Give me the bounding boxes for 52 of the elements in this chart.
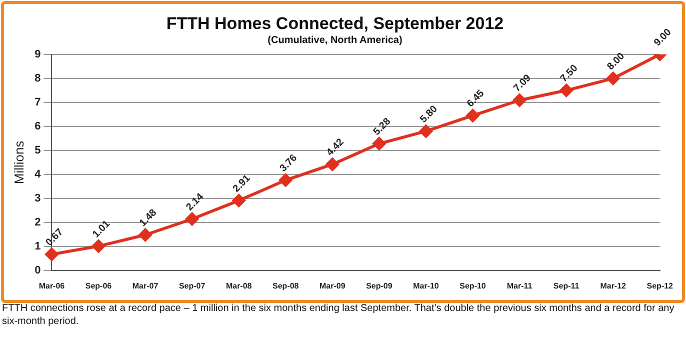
y-tick-label: 8 — [34, 72, 41, 84]
point — [326, 158, 339, 171]
x-tick-label: Mar-11 — [506, 281, 533, 290]
x-tick-label: Sep-06 — [85, 281, 112, 290]
data-label: 2.91 — [231, 172, 253, 195]
x-tick-label: Sep-11 — [553, 281, 580, 290]
y-tick-label: 9 — [34, 48, 41, 60]
point — [466, 109, 480, 122]
y-tick-label: 6 — [34, 120, 41, 132]
text: FTTH connections rose at a record pace – 1 million in the six months ending last September. That’s double the previous six months and a record for any six-month period. — [2, 302, 676, 328]
y-tick-label: 4 — [34, 168, 42, 180]
point — [92, 240, 105, 253]
data-label: 4.42 — [324, 136, 347, 158]
y-tick-label: 1 — [34, 240, 41, 252]
y-tick-label: 0 — [34, 264, 41, 276]
point — [560, 84, 573, 97]
data-label: 3.76 — [278, 152, 300, 174]
data-label: 9.00 — [652, 26, 674, 48]
point — [232, 194, 246, 208]
y-tick-label: 7 — [34, 96, 41, 108]
data-label: 7.50 — [558, 62, 580, 84]
data-label: 6.45 — [465, 88, 487, 110]
data-label: 7.09 — [512, 72, 534, 94]
point — [138, 228, 152, 242]
y-tick-label: 5 — [34, 144, 41, 156]
point — [372, 137, 386, 150]
data-label: 1.01 — [90, 218, 113, 240]
data-label: 0.67 — [44, 226, 66, 248]
y-tick-label: 3 — [34, 192, 41, 204]
x-tick-label: Sep-08 — [272, 281, 300, 290]
y-tick-label: 2 — [34, 216, 41, 228]
x-tick-label: Sep-10 — [460, 281, 486, 290]
chart-subtitle: (Cumulative, North America) — [268, 35, 402, 46]
chart-title: FTTH Homes Connected, September 2012 — [166, 14, 504, 33]
data-label: 8.00 — [605, 50, 628, 72]
x-tick-label: Sep-12 — [646, 281, 674, 290]
point — [513, 94, 526, 107]
x-tick-label: Mar-07 — [132, 281, 159, 290]
y-axis-title: Millions — [11, 140, 26, 184]
x-tick-label: Mar-08 — [226, 281, 252, 290]
x-tick-label: Mar-12 — [600, 281, 627, 290]
point — [186, 212, 199, 226]
data-label: 5.80 — [418, 103, 440, 126]
x-tick-label: Mar-09 — [320, 281, 346, 290]
x-tick-label: Sep-07 — [178, 281, 206, 290]
x-tick-label: Sep-09 — [366, 281, 393, 290]
x-tick-label: Mar-06 — [38, 281, 66, 290]
point — [279, 174, 292, 187]
point — [419, 124, 432, 138]
x-tick-label: Mar-10 — [413, 281, 440, 290]
point — [606, 72, 620, 85]
data-label: 5.28 — [371, 116, 394, 138]
